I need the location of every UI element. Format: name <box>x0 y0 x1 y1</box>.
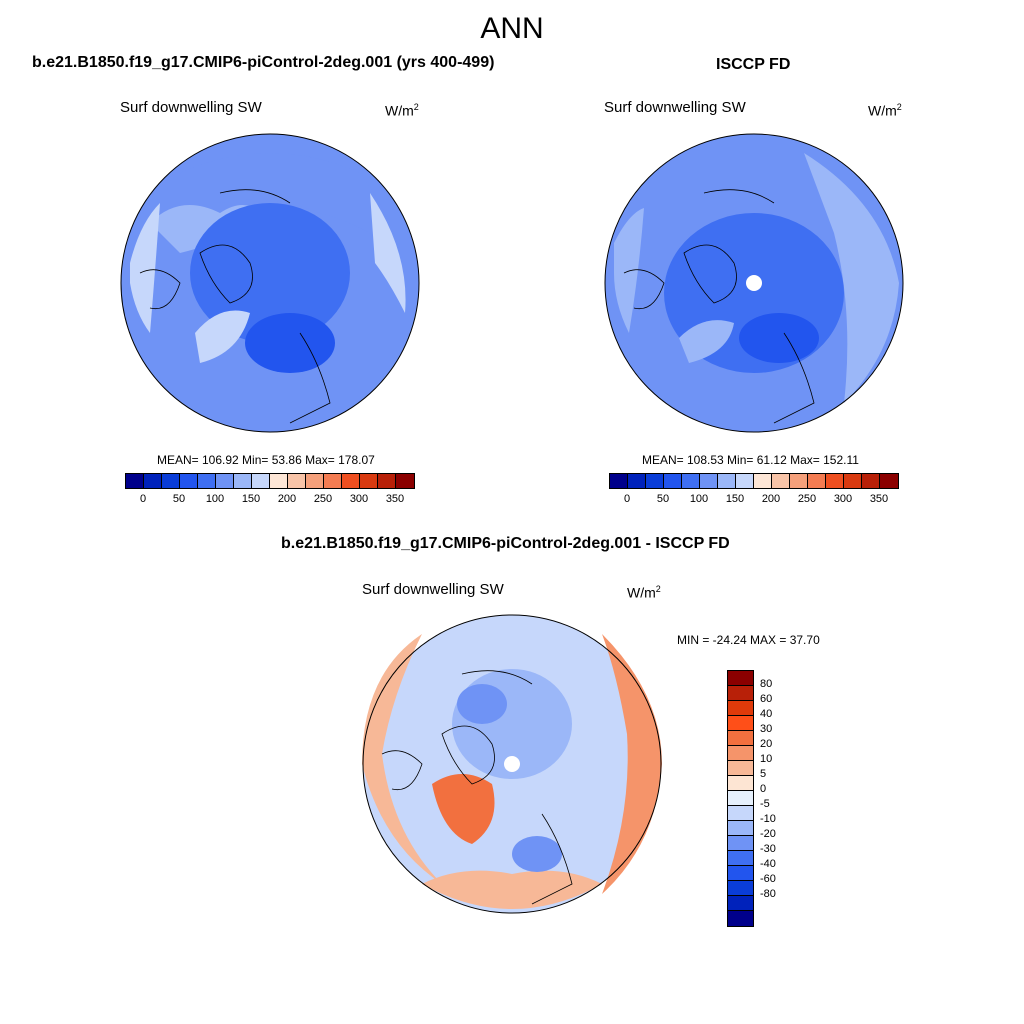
left-colorbar-box <box>396 474 414 488</box>
diff-colorbar-tick-label: -10 <box>760 813 776 825</box>
diff-colorbar-tick-label: -20 <box>760 828 776 840</box>
right-case-title: ISCCP FD <box>716 56 791 73</box>
right-units-label: W/m2 <box>868 102 902 119</box>
diff-colorbar-tick-label: 0 <box>760 783 767 795</box>
diff-colorbar-box <box>728 701 753 716</box>
right-colorbar-box <box>808 474 826 488</box>
right-colorbar-box <box>754 474 772 488</box>
left-colorbar-box <box>252 474 270 488</box>
left-units-label: W/m2 <box>385 102 419 119</box>
right-colorbar-tick-label: 300 <box>833 493 853 505</box>
diff-colorbar-box <box>728 851 753 866</box>
diff-colorbar-tick-label: 60 <box>760 693 773 705</box>
diff-colorbar-box <box>728 746 753 761</box>
left-colorbar-box <box>234 474 252 488</box>
left-polar-map <box>120 133 420 433</box>
right-colorbar-tick-label: 200 <box>761 493 781 505</box>
diff-colorbar-box <box>728 821 753 836</box>
right-colorbar-box <box>664 474 682 488</box>
diff-colorbar-box <box>728 776 753 791</box>
right-colorbar-tick-label: 0 <box>623 493 631 505</box>
left-colorbar-box <box>216 474 234 488</box>
diff-colorbar-tick-label: -80 <box>760 888 776 900</box>
right-variable-label: Surf downwelling SW <box>604 99 746 116</box>
left-colorbar-box <box>162 474 180 488</box>
diff-colorbar-box <box>728 881 753 896</box>
right-colorbar-tick-label: 250 <box>797 493 817 505</box>
left-colorbar-tick-label: 100 <box>205 493 225 505</box>
diff-colorbar-tick-label: 80 <box>760 678 773 690</box>
right-colorbar-box <box>682 474 700 488</box>
diff-colorbar-tick-label: 5 <box>760 768 767 780</box>
right-colorbar-box <box>844 474 862 488</box>
right-colorbar-box <box>718 474 736 488</box>
left-colorbar-box <box>126 474 144 488</box>
left-colorbar-box <box>324 474 342 488</box>
left-colorbar-tick-label: 200 <box>277 493 297 505</box>
right-colorbar-box <box>772 474 790 488</box>
diff-colorbar-tick-label: -30 <box>760 843 776 855</box>
diff-colorbar-tick-label: 10 <box>760 753 773 765</box>
left-colorbar-box <box>378 474 396 488</box>
right-colorbar-box <box>736 474 754 488</box>
diff-colorbar-box <box>728 791 753 806</box>
diff-case-title: b.e21.B1850.f19_g17.CMIP6-piControl-2deg… <box>281 535 730 552</box>
right-colorbar-tick-label: 50 <box>656 493 670 505</box>
right-colorbar-tick-label: 100 <box>689 493 709 505</box>
diff-colorbar-tick-label: -40 <box>760 858 776 870</box>
diff-colorbar-box <box>728 731 753 746</box>
right-colorbar-tick-label: 350 <box>869 493 889 505</box>
right-colorbar-box <box>646 474 664 488</box>
diff-colorbar-tick-label: -60 <box>760 873 776 885</box>
diff-colorbar-box <box>728 686 753 701</box>
diff-polar-map <box>362 614 662 914</box>
left-colorbar-box <box>288 474 306 488</box>
left-colorbar-box <box>180 474 198 488</box>
diff-colorbar <box>727 670 754 927</box>
left-colorbar-tick-label: 250 <box>313 493 333 505</box>
left-colorbar <box>125 473 415 489</box>
diff-colorbar-tick-label: -5 <box>760 798 770 810</box>
left-colorbar-box <box>306 474 324 488</box>
diff-colorbar-box <box>728 806 753 821</box>
diff-variable-label: Surf downwelling SW <box>362 581 504 598</box>
left-colorbar-tick-label: 300 <box>349 493 369 505</box>
left-colorbar-tick-label: 350 <box>385 493 405 505</box>
right-stats: MEAN= 108.53 Min= 61.12 Max= 152.11 <box>642 453 859 467</box>
right-colorbar-box <box>826 474 844 488</box>
left-colorbar-tick-label: 0 <box>139 493 147 505</box>
right-polar-map <box>604 133 904 433</box>
left-stats: MEAN= 106.92 Min= 53.86 Max= 178.07 <box>157 453 375 467</box>
diff-colorbar-tick-label: 30 <box>760 723 773 735</box>
left-colorbar-box <box>198 474 216 488</box>
diff-units-label: W/m2 <box>627 584 661 601</box>
right-colorbar <box>609 473 899 489</box>
left-colorbar-tick-label: 150 <box>241 493 261 505</box>
left-colorbar-tick-label: 50 <box>172 493 186 505</box>
left-colorbar-box <box>144 474 162 488</box>
diff-colorbar-box <box>728 716 753 731</box>
left-colorbar-box <box>342 474 360 488</box>
figure-title: ANN <box>480 12 544 45</box>
right-colorbar-box <box>880 474 898 488</box>
diff-colorbar-box <box>728 866 753 881</box>
right-colorbar-box <box>790 474 808 488</box>
diff-colorbar-box <box>728 761 753 776</box>
diff-stats: MIN = -24.24 MAX = 37.70 <box>677 633 820 647</box>
right-colorbar-box <box>610 474 628 488</box>
diff-colorbar-box <box>728 911 753 926</box>
diff-colorbar-box <box>728 896 753 911</box>
right-colorbar-box <box>700 474 718 488</box>
left-case-title: b.e21.B1850.f19_g17.CMIP6-piControl-2deg… <box>32 54 495 71</box>
left-variable-label: Surf downwelling SW <box>120 99 262 116</box>
diff-colorbar-tick-label: 40 <box>760 708 773 720</box>
right-colorbar-tick-label: 150 <box>725 493 745 505</box>
left-colorbar-box <box>360 474 378 488</box>
left-colorbar-box <box>270 474 288 488</box>
diff-colorbar-tick-label: 20 <box>760 738 773 750</box>
right-colorbar-box <box>862 474 880 488</box>
diff-colorbar-box <box>728 836 753 851</box>
right-colorbar-box <box>628 474 646 488</box>
diff-colorbar-box <box>728 671 753 686</box>
